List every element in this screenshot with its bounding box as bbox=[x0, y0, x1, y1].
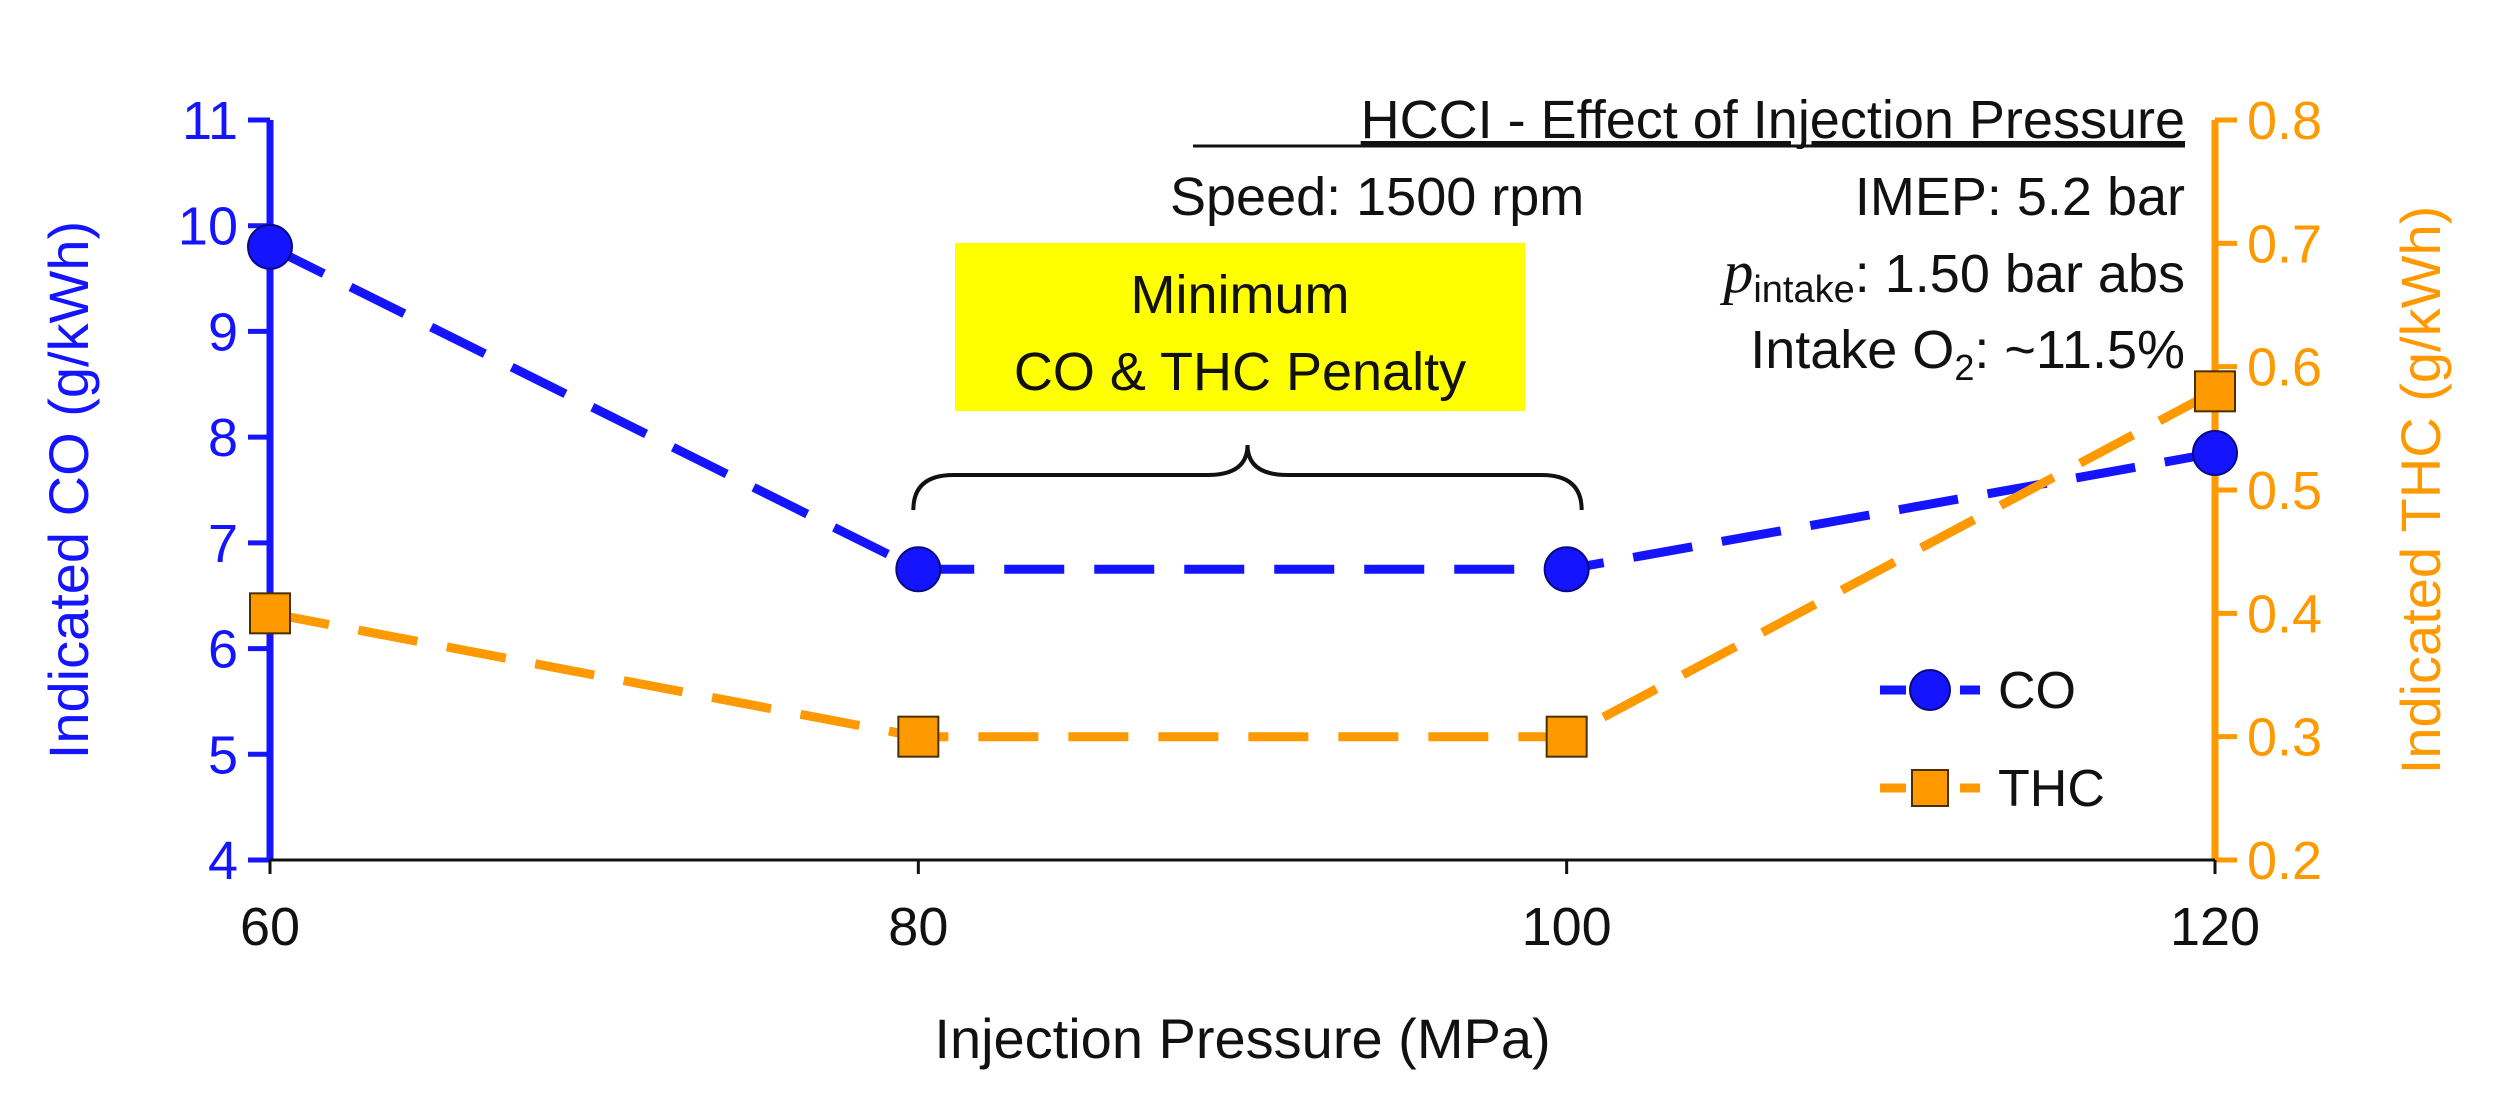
y-right-tick-label: 0.8 bbox=[2247, 91, 2322, 151]
o2-subscript: 2 bbox=[1954, 347, 1974, 388]
data-point-thc bbox=[249, 592, 291, 635]
speed-label: Speed: 1500 rpm bbox=[1170, 167, 1584, 227]
intake-o2-label: Intake O2: ~11.5% bbox=[1750, 320, 2185, 388]
y-left-tick-label: 9 bbox=[208, 302, 238, 362]
imep-label: IMEP: 5.2 bar bbox=[1855, 167, 2185, 227]
y-right-tick-label: 0.7 bbox=[2247, 214, 2322, 274]
pintake-symbol: p bbox=[1719, 239, 1753, 305]
highlight-line2: CO & THC Penalty bbox=[1014, 342, 1466, 402]
x-tick-label: 120 bbox=[2170, 897, 2260, 957]
x-axis-title: Injection Pressure (MPa) bbox=[934, 1007, 1550, 1070]
y-left-axis-title: Indicated CO (g/kWh) bbox=[37, 221, 100, 759]
y-right-tick-label: 0.4 bbox=[2247, 584, 2322, 644]
y-right-tick-label: 0.2 bbox=[2247, 831, 2322, 891]
x-tick-label: 60 bbox=[240, 897, 300, 957]
chart-title: HCCI - Effect of Injection Pressure bbox=[1361, 90, 2185, 150]
x-tick-label: 80 bbox=[888, 897, 948, 957]
series-line-co bbox=[267, 242, 2216, 574]
data-point-co bbox=[895, 546, 942, 593]
y-left-tick-label: 8 bbox=[208, 408, 238, 468]
x-tick-label: 100 bbox=[1522, 897, 1612, 957]
data-point-co bbox=[2192, 430, 2238, 476]
o2-value: : ~11.5% bbox=[1974, 320, 2185, 380]
y-left-tick-label: 7 bbox=[208, 514, 238, 574]
y-left-tick-label: 5 bbox=[208, 725, 238, 785]
data-point-co bbox=[247, 223, 293, 270]
highlight-line1: Minimum bbox=[1130, 265, 1349, 325]
data-point-thc bbox=[2194, 370, 2236, 413]
y-right-tick-label: 0.6 bbox=[2247, 338, 2322, 398]
pintake-value: : 1.50 bar abs bbox=[1855, 244, 2185, 304]
y-left-tick-label: 11 bbox=[182, 91, 238, 151]
y-left-tick-label: 10 bbox=[178, 197, 238, 257]
y-left-tick-label: 6 bbox=[208, 620, 238, 680]
y-right-tick-label: 0.3 bbox=[2247, 708, 2322, 768]
y-right-axis-title: Indicated THC (g/kWh) bbox=[2389, 206, 2452, 774]
legend-marker-thc bbox=[1911, 769, 1949, 807]
highlight-brace bbox=[911, 444, 1584, 511]
data-point-thc bbox=[1545, 715, 1588, 758]
legend-label-thc: THC bbox=[1998, 760, 2105, 818]
data-point-thc bbox=[897, 715, 940, 758]
data-point-co bbox=[1543, 546, 1590, 593]
o2-label: Intake O bbox=[1750, 320, 1954, 380]
legend-label-co: CO bbox=[1998, 662, 2076, 720]
intake-pressure-label: pintake: 1.50 bar abs bbox=[1719, 239, 2185, 311]
highlight-box bbox=[955, 243, 1525, 411]
y-right-tick-label: 0.5 bbox=[2247, 461, 2322, 521]
legend-marker-co bbox=[1909, 669, 1951, 711]
y-left-tick-label: 4 bbox=[208, 831, 238, 891]
pintake-subscript: intake bbox=[1753, 269, 1854, 311]
series-line-thc bbox=[269, 387, 2218, 742]
